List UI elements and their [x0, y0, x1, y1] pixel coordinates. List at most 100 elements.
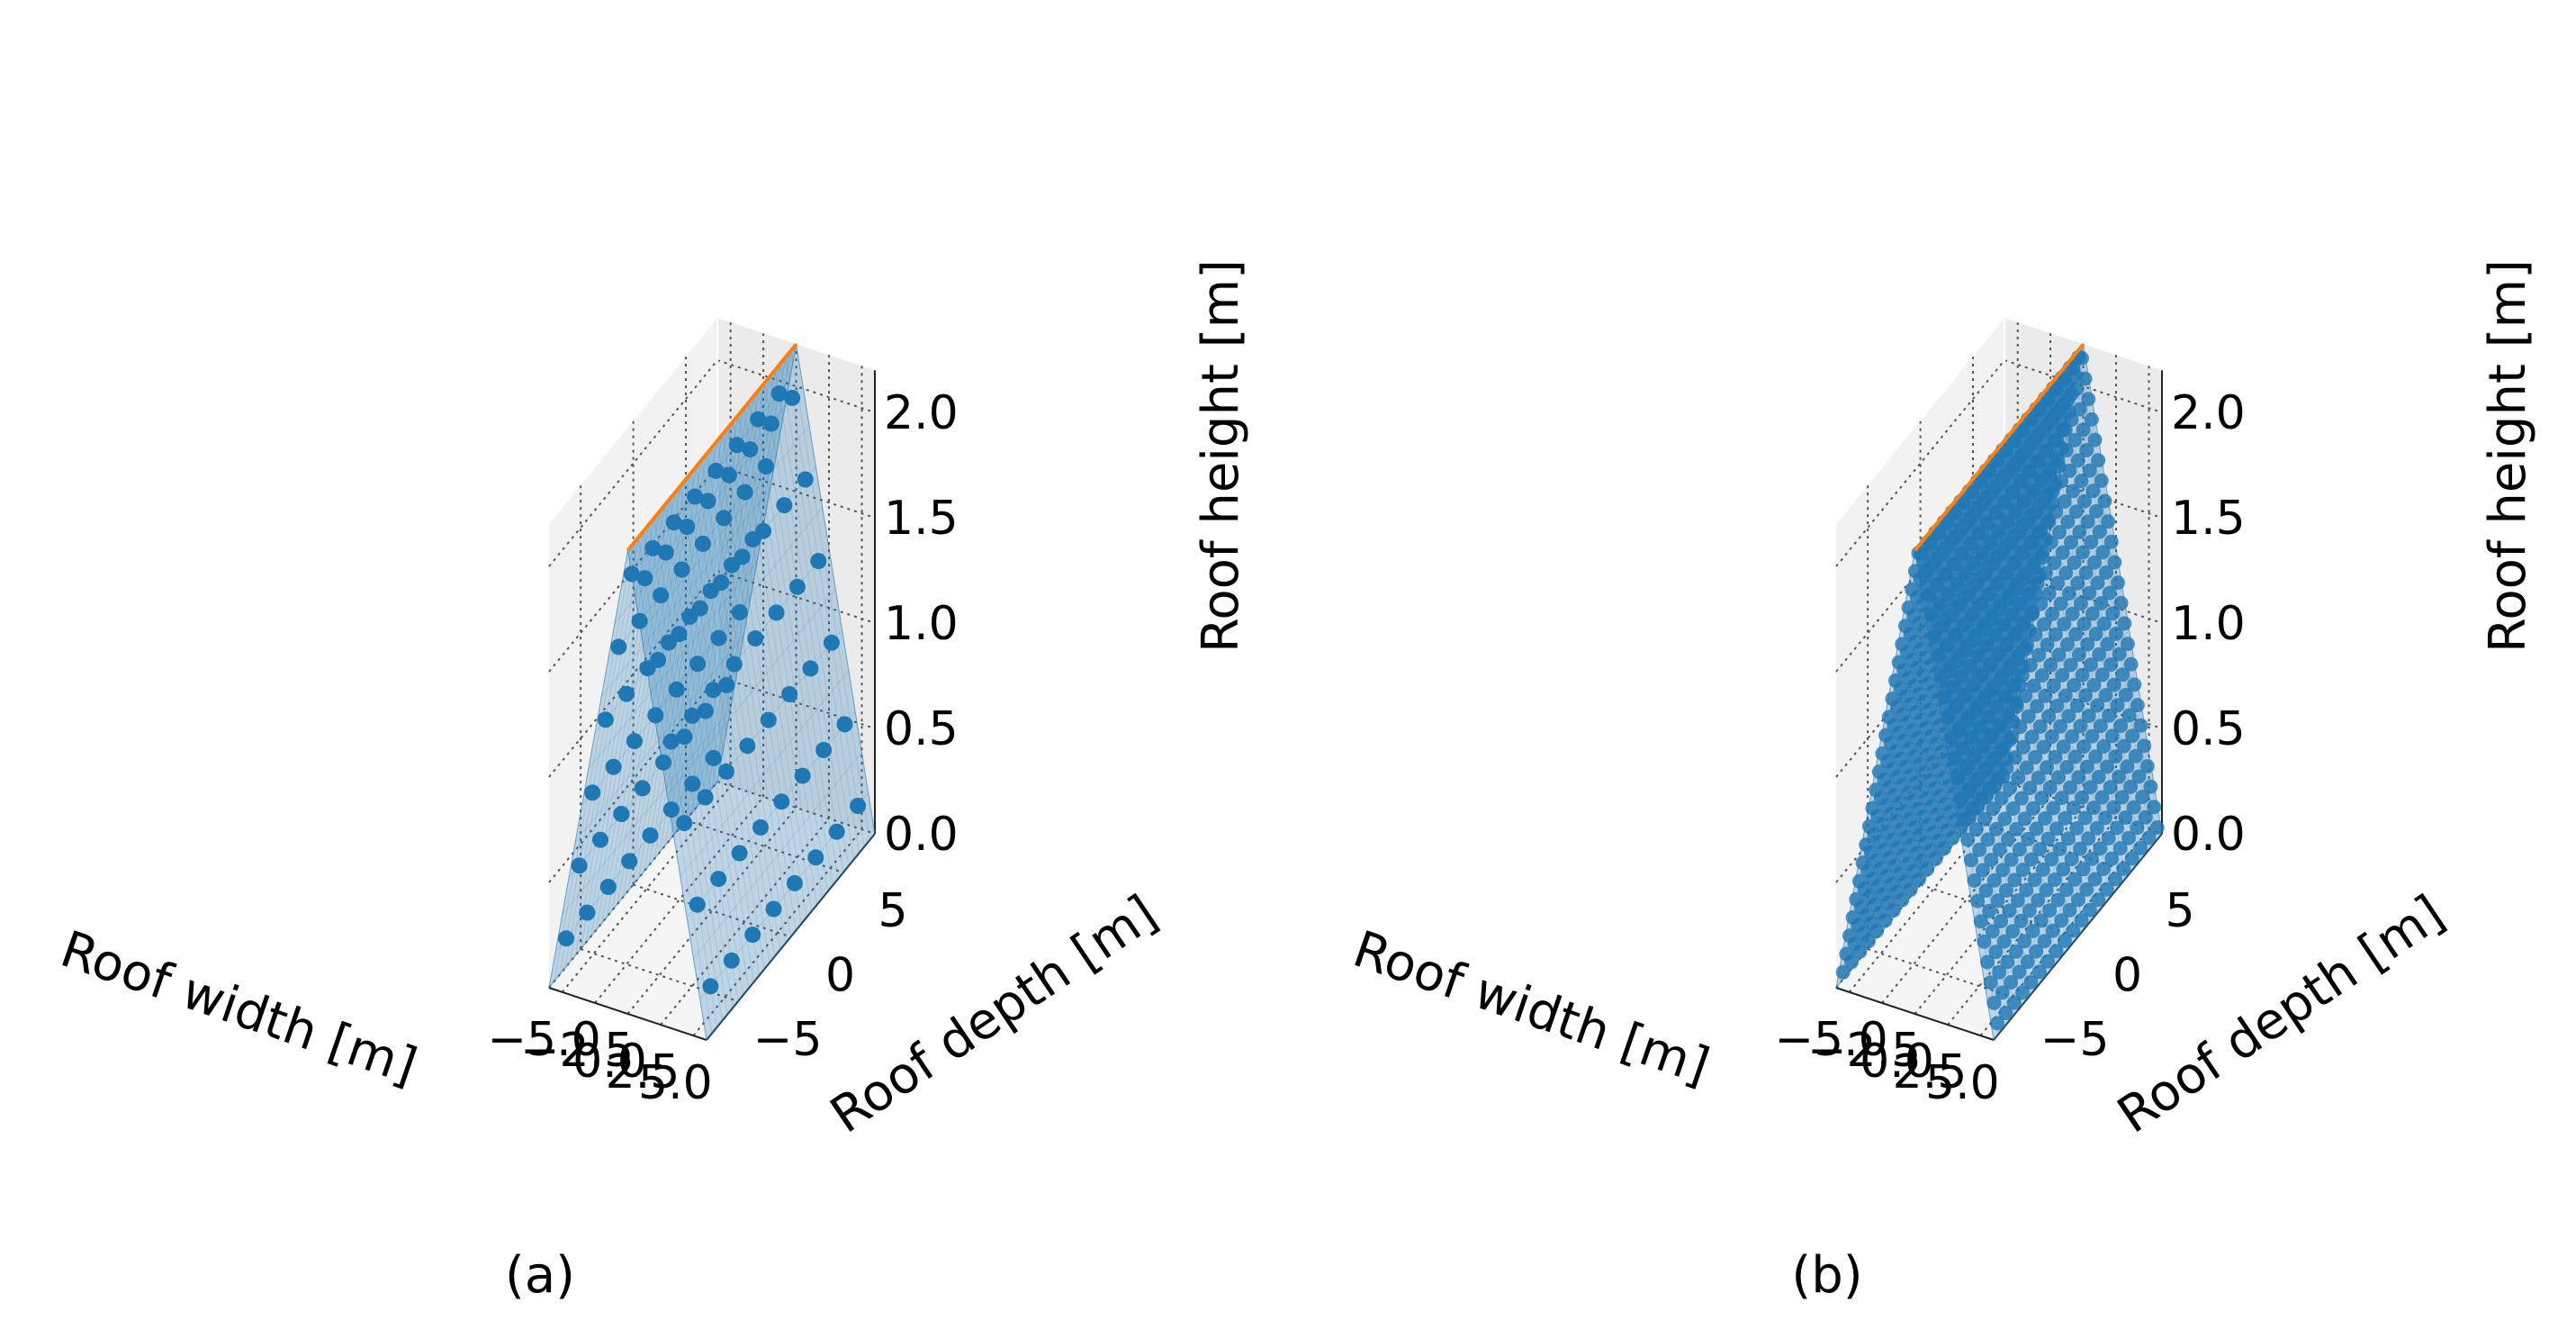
sample-point — [2025, 605, 2040, 620]
sample-point — [2101, 514, 2115, 529]
z-tick-label: 1.5 — [884, 492, 959, 546]
sample-point — [768, 604, 785, 621]
z-tick-label: 1.5 — [2171, 492, 2246, 546]
gridline-x-floor — [594, 796, 764, 1004]
sample-point — [2085, 851, 2099, 866]
sample-point — [2044, 729, 2059, 745]
sample-point — [2000, 832, 2015, 847]
sample-point — [2086, 800, 2101, 816]
sample-point — [2059, 637, 2075, 652]
z-tick-label: 0.5 — [2171, 702, 2246, 756]
sample-point — [2118, 810, 2133, 825]
sample-point — [2014, 791, 2029, 806]
sample-point — [2090, 698, 2105, 713]
roof-mesh-line — [633, 447, 713, 885]
sample-point — [2070, 453, 2085, 468]
x-tick-label: −5.0 — [1774, 1013, 1887, 1067]
sample-point — [2104, 851, 2120, 866]
sample-point — [579, 904, 596, 921]
sample-point — [1973, 914, 1988, 929]
sample-point — [1987, 779, 2002, 794]
sample-point — [2123, 656, 2139, 672]
sample-point — [2032, 719, 2048, 734]
ridge-line-segment — [1913, 343, 2085, 552]
sample-point — [644, 539, 662, 556]
roof-mesh-line — [701, 363, 781, 801]
sample-point — [2067, 749, 2083, 764]
sample-point — [2070, 892, 2085, 908]
roof-mesh-line — [588, 562, 758, 770]
sample-point — [2028, 750, 2042, 764]
sample-point — [1980, 832, 1995, 847]
sample-point — [2139, 759, 2155, 773]
sample-point — [2002, 903, 2017, 918]
sample-point — [2085, 606, 2100, 621]
sample-point — [2012, 842, 2027, 857]
sample-point — [2087, 555, 2102, 570]
roof-mesh-line — [796, 344, 876, 835]
sample-point — [2084, 411, 2099, 427]
gridline-x-floor — [1881, 796, 2051, 1004]
sample-point — [2091, 892, 2106, 908]
sample-point — [2105, 606, 2121, 621]
sample-point — [1996, 934, 2012, 949]
sample-point — [2064, 535, 2078, 550]
roof-mesh-line — [643, 530, 723, 1021]
gridline-x-floor — [626, 807, 797, 1015]
sample-point — [665, 514, 682, 531]
sample-point — [2065, 728, 2080, 744]
roof-mesh-line — [674, 395, 755, 834]
sample-point — [1967, 872, 1982, 888]
sample-point — [2113, 719, 2129, 733]
sample-point — [2054, 791, 2069, 806]
sample-point — [2069, 698, 2085, 713]
sample-point — [2037, 934, 2052, 949]
sample-point — [2052, 525, 2067, 540]
x-tick-label: 2.5 — [606, 1045, 680, 1099]
sample-point — [2147, 800, 2162, 815]
x-tick-label: −2.5 — [1807, 1024, 1921, 1078]
sample-point — [2092, 524, 2107, 539]
sample-point — [2106, 800, 2121, 815]
sample-point — [2076, 422, 2091, 438]
sample-point — [725, 655, 743, 673]
roof-mesh-line — [669, 498, 750, 989]
sample-point — [2074, 350, 2089, 366]
roof-mesh-line — [706, 453, 787, 944]
sample-point — [2058, 688, 2073, 703]
sample-point — [2131, 769, 2147, 784]
roof-mesh-line — [685, 479, 765, 970]
sample-point — [836, 716, 853, 733]
sample-point — [1998, 1006, 2013, 1021]
gridline-z-back — [2004, 359, 2163, 413]
sample-point — [2038, 688, 2053, 703]
sample-point — [1978, 883, 1994, 899]
sample-point — [2045, 495, 2060, 511]
sample-point — [2049, 821, 2064, 836]
sample-point — [679, 519, 696, 535]
y-tick-label: 0 — [825, 949, 855, 1003]
sample-point — [2031, 770, 2046, 785]
y-tick-label: 5 — [878, 884, 907, 938]
sample-point — [2096, 738, 2112, 754]
gridline-z-back — [716, 359, 876, 413]
sample-point — [2007, 872, 2022, 888]
sample-point — [721, 466, 737, 484]
sample-point — [697, 789, 714, 806]
roof-mesh-line — [693, 752, 862, 959]
sample-point — [723, 952, 740, 969]
roof-mesh-line — [601, 489, 770, 697]
sample-point — [2135, 790, 2150, 805]
sample-point — [2058, 882, 2074, 898]
y-tick-label: −5 — [2040, 1013, 2110, 1067]
sample-point — [1992, 842, 2007, 857]
caption-a: (a) — [505, 1246, 575, 1305]
sample-point — [2051, 770, 2066, 785]
sample-point — [660, 634, 677, 651]
gridline-z-back — [2004, 675, 2163, 729]
sample-point — [631, 612, 648, 629]
sample-point — [739, 737, 756, 755]
roof-mesh-line — [666, 588, 836, 796]
sample-point — [2093, 841, 2108, 856]
